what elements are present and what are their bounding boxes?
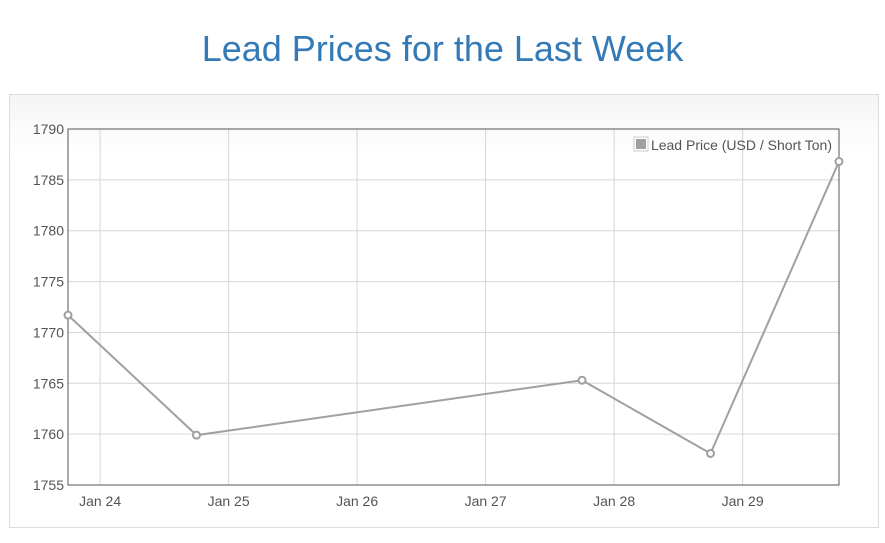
x-tick-label: Jan 28	[593, 493, 635, 509]
series-layer	[63, 157, 844, 458]
x-tick-label: Jan 25	[208, 493, 250, 509]
data-point[interactable]	[577, 375, 587, 385]
page-title: Lead Prices for the Last Week	[201, 28, 684, 69]
plot-area-frame	[67, 128, 840, 486]
y-tick-label: 1755	[33, 477, 64, 493]
data-point[interactable]	[192, 430, 201, 440]
y-tick-label: 1760	[33, 426, 64, 442]
y-axis-tick-labels: 1755 1760 1765 1770 1775 1780 1785 1790	[33, 121, 64, 493]
x-tick-label: Jan 26	[336, 493, 378, 509]
x-axis-tick-labels: Jan 24 Jan 25 Jan 26 Jan 27 Jan 28 Jan 29	[79, 493, 764, 509]
y-tick-label: 1765	[33, 375, 64, 391]
x-tick-label: Jan 27	[465, 493, 507, 509]
data-point[interactable]	[63, 310, 73, 320]
y-tick-label: 1775	[33, 274, 64, 290]
y-tick-label: 1790	[33, 121, 64, 137]
y-tick-label: 1785	[33, 172, 64, 188]
chart-panel: 1755 1760 1765 1770 1775 1780 1785 1790 Jan 24 J…	[9, 94, 879, 528]
x-tick-label: Jan 24	[79, 493, 121, 509]
legend-label: Lead Price (USD / Short Ton)	[651, 137, 832, 153]
legend-swatch	[635, 139, 646, 149]
data-point[interactable]	[706, 448, 715, 458]
y-tick-label: 1780	[33, 223, 64, 239]
grid-lines	[68, 128, 839, 486]
y-tick-label: 1770	[33, 324, 64, 340]
data-point[interactable]	[834, 157, 844, 167]
x-tick-label: Jan 29	[722, 493, 764, 509]
chart-legend: Lead Price (USD / Short Ton)	[633, 136, 832, 153]
series-line	[67, 161, 840, 455]
